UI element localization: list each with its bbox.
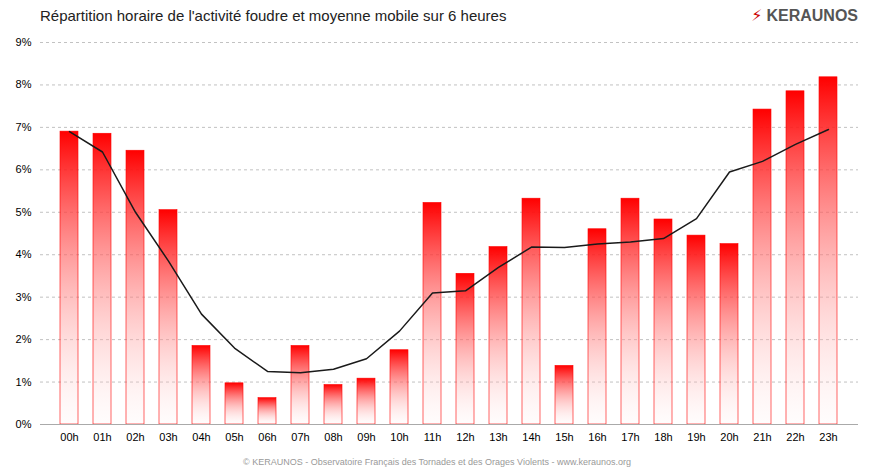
svg-text:16h: 16h (588, 431, 606, 443)
svg-text:00h: 00h (60, 431, 78, 443)
svg-text:14h: 14h (522, 431, 540, 443)
svg-text:12h: 12h (456, 431, 474, 443)
svg-text:09h: 09h (357, 431, 375, 443)
svg-text:23h: 23h (819, 431, 837, 443)
svg-text:0%: 0% (16, 418, 32, 430)
svg-text:20h: 20h (720, 431, 738, 443)
svg-text:8%: 8% (16, 78, 32, 90)
svg-text:10h: 10h (390, 431, 408, 443)
svg-text:03h: 03h (159, 431, 177, 443)
svg-text:05h: 05h (225, 431, 243, 443)
svg-text:04h: 04h (192, 431, 210, 443)
html-text:⚡ KERAUNOS: ⚡ KERAUNOS (751, 6, 858, 24)
svg-text:3%: 3% (16, 291, 32, 303)
svg-text:08h: 08h (324, 431, 342, 443)
svg-text:07h: 07h (291, 431, 309, 443)
svg-text:9%: 9% (16, 36, 32, 48)
svg-text:2%: 2% (16, 333, 32, 345)
svg-text:02h: 02h (126, 431, 144, 443)
svg-text:06h: 06h (258, 431, 276, 443)
svg-text:11h: 11h (424, 431, 442, 443)
svg-text:5%: 5% (16, 206, 32, 218)
svg-text:4%: 4% (16, 248, 32, 260)
svg-text:21h: 21h (753, 431, 771, 443)
svg-text:01h: 01h (93, 431, 111, 443)
svg-text:17h: 17h (621, 431, 639, 443)
svg-text:7%: 7% (16, 121, 32, 133)
svg-text:19h: 19h (687, 431, 705, 443)
svg-text:22h: 22h (786, 431, 804, 443)
svg-text:15h: 15h (555, 431, 573, 443)
html-text:© KERAUNOS - Observatoire Fran: © KERAUNOS - Observatoire Français des T… (243, 457, 631, 467)
html-text:Répartition horaire de l'activ: Répartition horaire de l'activité foudre… (40, 6, 507, 24)
svg-text:6%: 6% (16, 163, 32, 175)
svg-text:1%: 1% (16, 376, 32, 388)
svg-text:13h: 13h (489, 431, 507, 443)
svg-text:18h: 18h (654, 431, 672, 443)
